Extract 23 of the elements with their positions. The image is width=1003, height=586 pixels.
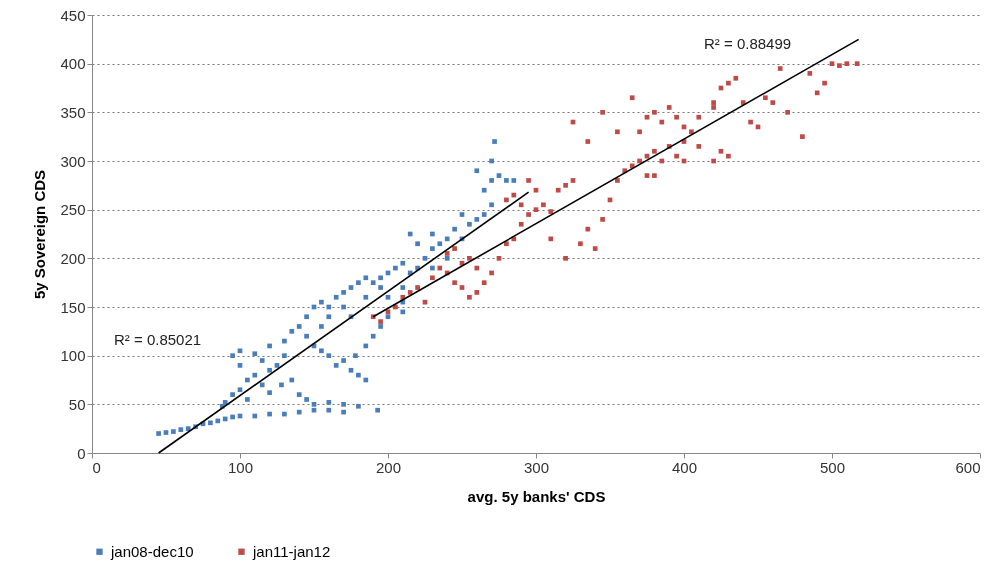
y-tick-label: 50 (68, 395, 86, 413)
y-tick-label: 0 (77, 444, 86, 462)
x-tick-label: 0 (92, 458, 101, 476)
x-tick-label: 200 (375, 458, 402, 476)
legend-label: jan08-dec10 (110, 542, 194, 560)
y-tick-label: 100 (60, 347, 86, 365)
x-tick-label: 400 (671, 458, 698, 476)
y-tick-label: 350 (60, 103, 86, 121)
x-axis-title: avg. 5y banks' CDS (467, 487, 606, 505)
annotation: R² = 0.88499 (704, 35, 792, 52)
y-tick-label: 200 (60, 249, 86, 267)
x-tick-label: 100 (227, 458, 254, 476)
y-tick-label: 250 (60, 201, 86, 219)
y-axis-title: 5y Sovereign CDS (31, 169, 49, 300)
x-tick-label: 300 (523, 458, 550, 476)
annotation: R² = 0.85021 (114, 331, 202, 348)
y-tick-label: 450 (60, 6, 86, 24)
x-tick-label: 500 (819, 458, 846, 476)
y-tick-label: 150 (60, 298, 86, 316)
y-tick-label: 300 (60, 152, 86, 170)
y-tick-label: 400 (60, 55, 86, 73)
legend-label: jan11-jan12 (252, 542, 331, 560)
x-tick-label: 600 (955, 458, 981, 476)
